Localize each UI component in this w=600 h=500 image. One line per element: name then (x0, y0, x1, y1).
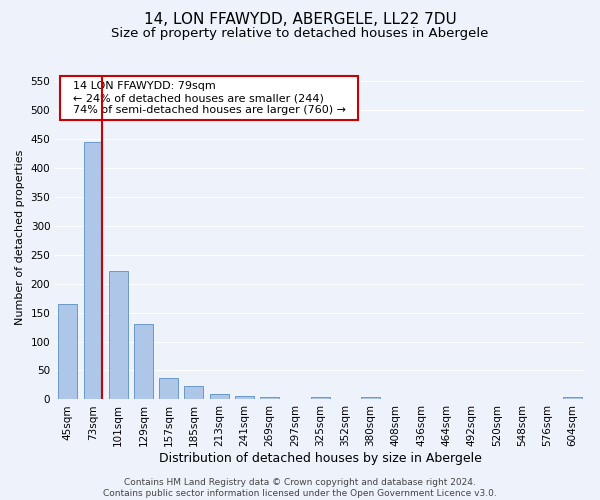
Text: Contains HM Land Registry data © Crown copyright and database right 2024.
Contai: Contains HM Land Registry data © Crown c… (103, 478, 497, 498)
Bar (235, 396, 254, 400)
Bar (83, 142, 103, 400)
Bar (361, 396, 380, 400)
Bar (58, 304, 77, 400)
Bar (210, 394, 229, 400)
Text: 14, LON FFAWYDD, ABERGELE, LL22 7DU: 14, LON FFAWYDD, ABERGELE, LL22 7DU (143, 12, 457, 28)
Text: 14 LON FFAWYDD: 79sqm  
  ← 24% of detached houses are smaller (244)  
  74% of : 14 LON FFAWYDD: 79sqm ← 24% of detached … (66, 82, 353, 114)
Bar (134, 324, 153, 400)
Bar (159, 378, 178, 400)
Y-axis label: Number of detached properties: Number of detached properties (15, 150, 25, 325)
Bar (184, 386, 203, 400)
Bar (260, 397, 279, 400)
Bar (563, 396, 582, 400)
Bar (311, 396, 329, 400)
Bar (109, 271, 128, 400)
X-axis label: Distribution of detached houses by size in Abergele: Distribution of detached houses by size … (158, 452, 482, 465)
Text: Size of property relative to detached houses in Abergele: Size of property relative to detached ho… (112, 28, 488, 40)
